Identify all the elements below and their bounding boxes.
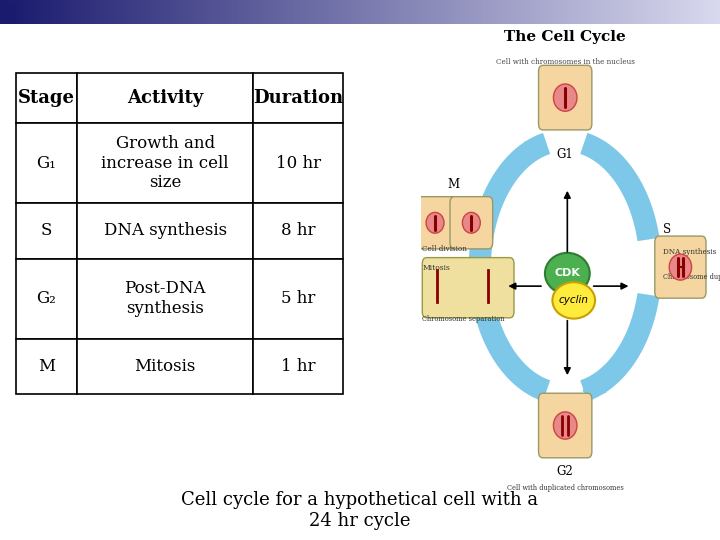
Bar xyxy=(77,203,253,259)
Bar xyxy=(253,339,343,394)
Text: Activity: Activity xyxy=(127,89,203,107)
Text: G₂: G₂ xyxy=(37,290,56,307)
FancyBboxPatch shape xyxy=(414,197,456,249)
Text: S: S xyxy=(663,222,672,235)
FancyBboxPatch shape xyxy=(422,258,514,318)
Ellipse shape xyxy=(554,84,577,111)
Text: The Cell Cycle: The Cell Cycle xyxy=(504,30,626,44)
Ellipse shape xyxy=(426,212,444,233)
Text: CDK: CDK xyxy=(554,268,580,279)
Bar xyxy=(16,123,77,203)
FancyBboxPatch shape xyxy=(654,236,706,298)
Ellipse shape xyxy=(545,253,590,294)
Text: Cell cycle for a hypothetical cell with a
24 hr cycle: Cell cycle for a hypothetical cell with … xyxy=(181,491,539,530)
Text: Post-DNA
synthesis: Post-DNA synthesis xyxy=(125,280,206,317)
Text: Cell with duplicated chromosomes: Cell with duplicated chromosomes xyxy=(507,484,624,492)
Text: G2: G2 xyxy=(557,465,574,478)
Bar xyxy=(16,73,77,123)
Text: DNA synthesis: DNA synthesis xyxy=(663,248,716,256)
Bar xyxy=(16,259,77,339)
Text: Stage: Stage xyxy=(18,89,75,107)
Text: cyclin: cyclin xyxy=(559,295,589,306)
Text: 1 hr: 1 hr xyxy=(282,358,315,375)
Bar xyxy=(253,73,343,123)
Text: S: S xyxy=(41,222,52,239)
Text: G₁: G₁ xyxy=(37,154,56,172)
Text: 10 hr: 10 hr xyxy=(276,154,321,172)
Text: 5 hr: 5 hr xyxy=(282,290,315,307)
Text: 8 hr: 8 hr xyxy=(282,222,315,239)
Bar xyxy=(253,123,343,203)
Ellipse shape xyxy=(462,212,480,233)
Ellipse shape xyxy=(552,282,595,319)
Text: Cell division: Cell division xyxy=(422,245,467,253)
Text: Growth and
increase in cell
size: Growth and increase in cell size xyxy=(102,135,229,191)
Text: M: M xyxy=(38,358,55,375)
Ellipse shape xyxy=(554,412,577,439)
Text: Chromosome duplication: Chromosome duplication xyxy=(663,273,720,281)
Ellipse shape xyxy=(669,254,692,280)
Bar xyxy=(77,259,253,339)
Text: Mitosis: Mitosis xyxy=(422,264,450,272)
Bar xyxy=(16,203,77,259)
Text: Mitosis: Mitosis xyxy=(135,358,196,375)
Bar xyxy=(253,203,343,259)
Text: DNA synthesis: DNA synthesis xyxy=(104,222,227,239)
FancyBboxPatch shape xyxy=(450,197,492,249)
Text: Chromosome separation: Chromosome separation xyxy=(422,315,505,322)
Bar xyxy=(2,5,15,21)
Bar xyxy=(77,339,253,394)
FancyBboxPatch shape xyxy=(539,393,592,458)
Text: M: M xyxy=(447,178,459,191)
FancyBboxPatch shape xyxy=(539,65,592,130)
Bar xyxy=(77,73,253,123)
Text: G1: G1 xyxy=(557,148,574,161)
Text: Cell with chromosomes in the nucleus: Cell with chromosomes in the nucleus xyxy=(496,58,634,66)
Bar xyxy=(77,123,253,203)
Bar xyxy=(253,259,343,339)
Text: Duration: Duration xyxy=(253,89,343,107)
Bar xyxy=(16,339,77,394)
